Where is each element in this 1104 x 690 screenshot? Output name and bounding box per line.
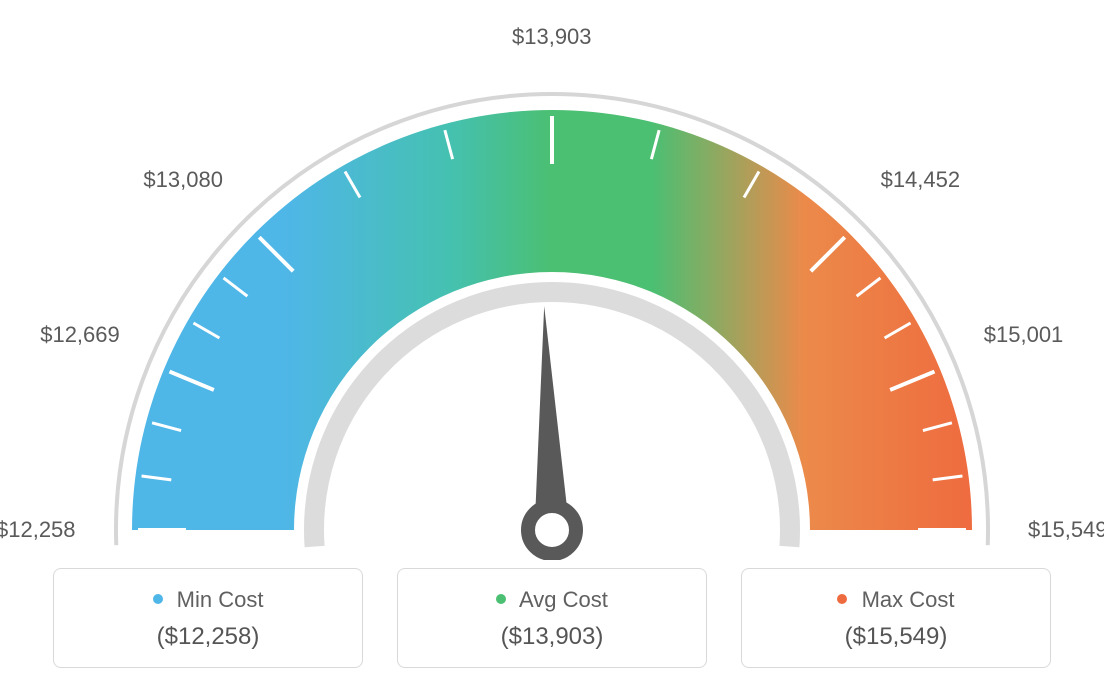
legend-value-min: ($12,258) <box>64 623 352 651</box>
legend-card-max: Max Cost ($15,549) <box>741 568 1051 668</box>
gauge-svg <box>0 0 1104 560</box>
legend-title-min: Min Cost <box>177 587 264 612</box>
dot-max <box>837 594 847 604</box>
dot-min <box>153 594 163 604</box>
legend-card-avg: Avg Cost ($13,903) <box>397 568 707 668</box>
dot-avg <box>496 594 506 604</box>
gauge-tick-label: $15,001 <box>984 322 1064 348</box>
legend-title-avg: Avg Cost <box>519 587 608 612</box>
gauge-tick-label: $15,549 <box>1028 517 1104 543</box>
gauge-tick-label: $13,903 <box>512 24 592 50</box>
gauge-tick-label: $12,669 <box>40 322 120 348</box>
gauge-tick-label: $13,080 <box>143 167 223 193</box>
legend-card-min: Min Cost ($12,258) <box>53 568 363 668</box>
legend-title-max: Max Cost <box>862 587 955 612</box>
legend-row: Min Cost ($12,258) Avg Cost ($13,903) Ma… <box>0 568 1104 668</box>
gauge-tick-label: $12,258 <box>0 517 76 543</box>
gauge-chart: $12,258 $12,669 $13,080 $13,903 $14,452 $15,0… <box>0 0 1104 560</box>
legend-value-avg: ($13,903) <box>408 623 696 651</box>
gauge-tick-label: $14,452 <box>881 167 961 193</box>
legend-value-max: ($15,549) <box>752 623 1040 651</box>
